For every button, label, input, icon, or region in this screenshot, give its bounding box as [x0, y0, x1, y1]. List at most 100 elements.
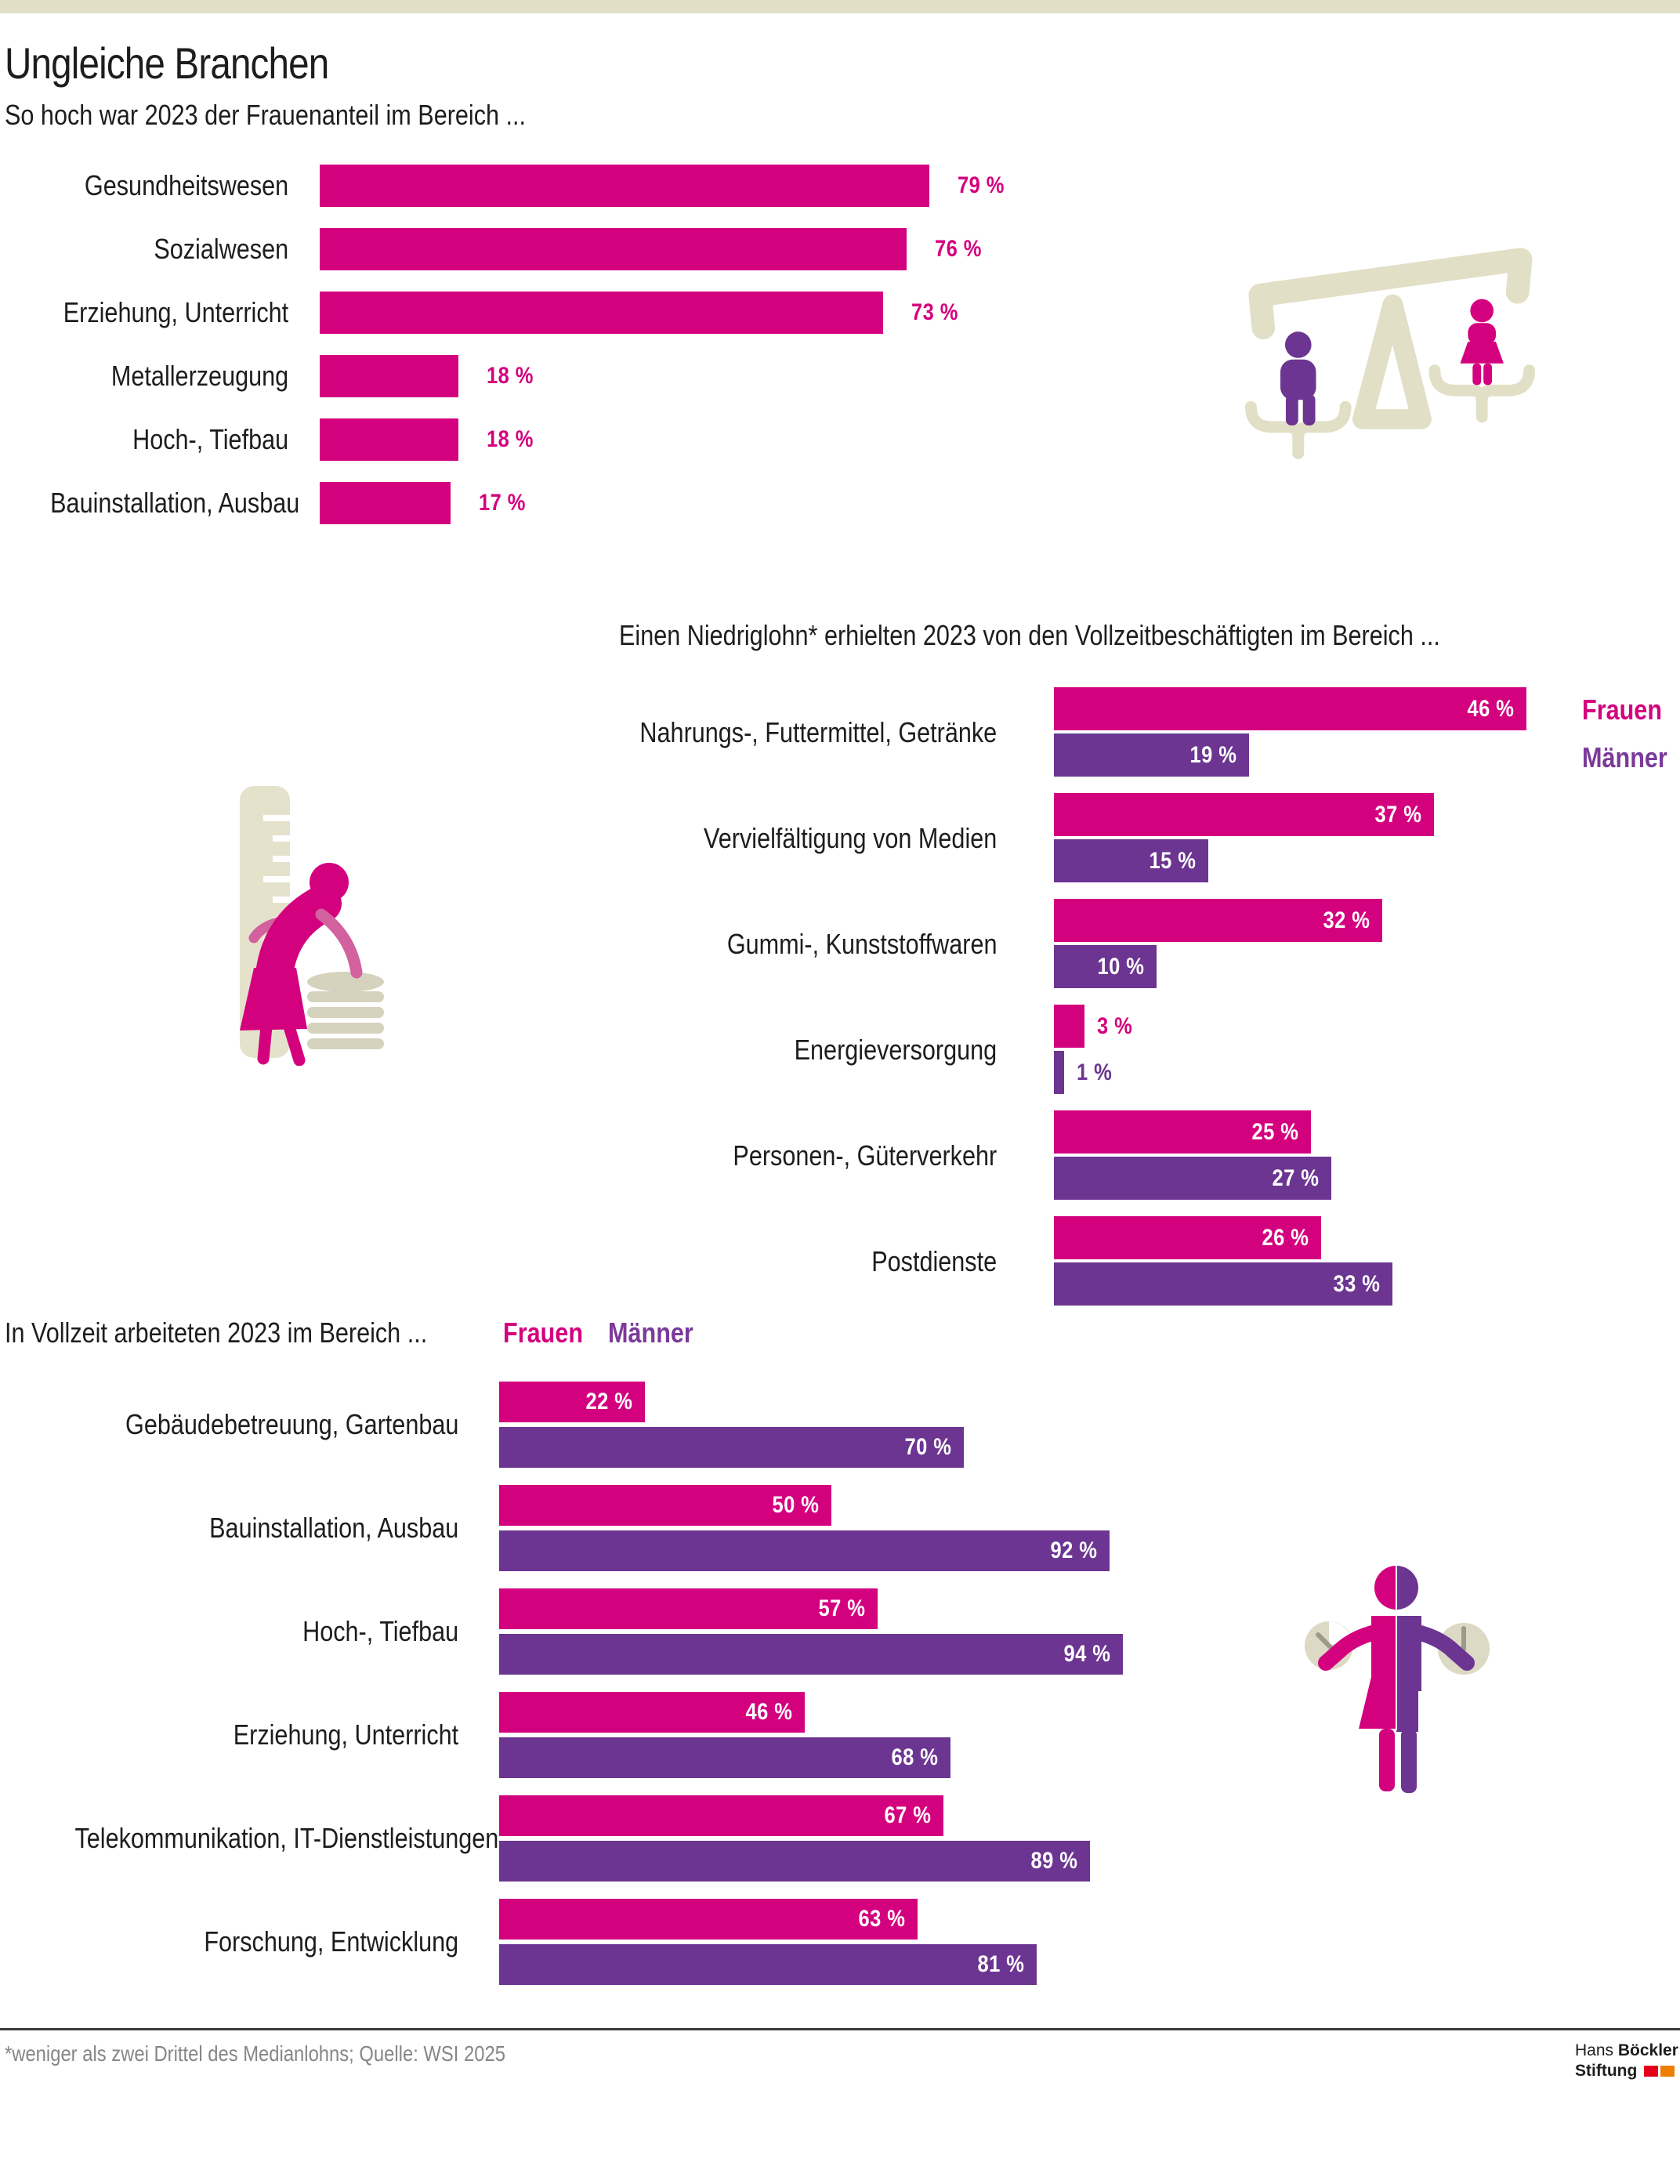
text: 22 % — [585, 1389, 632, 1414]
bar-value: 18 % — [487, 355, 541, 397]
text: 3 % — [1097, 1013, 1133, 1039]
bar-maenner — [499, 1634, 1123, 1675]
bar-frauen — [1054, 1005, 1084, 1048]
bar-value: 68 % — [499, 1737, 938, 1778]
logo-stiftung: Stiftung — [1575, 2062, 1638, 2080]
bar-value: 19 % — [1054, 733, 1236, 777]
text: 26 % — [1262, 1225, 1309, 1251]
bar-maenner — [1054, 839, 1208, 882]
text: 27 % — [1272, 1165, 1319, 1191]
text: 94 % — [1063, 1641, 1110, 1667]
page-title: Ungleiche Branchen — [5, 38, 329, 88]
bar-value: 26 % — [1054, 1216, 1309, 1259]
bar-value: 73 % — [911, 292, 966, 334]
legend-frauen: Frauen — [1582, 694, 1663, 726]
text: Forschung, Entwicklung — [204, 1925, 458, 1958]
bar-label: Gummi-, Kunststoffwaren — [549, 922, 997, 965]
text: 81 % — [977, 1951, 1024, 1977]
bar-label: Gebäudebetreuung, Gartenbau — [0, 1404, 458, 1445]
legend-frauen-bottom: Frauen — [503, 1317, 584, 1349]
bar-value: 92 % — [499, 1530, 1097, 1571]
bar-maenner — [499, 1530, 1110, 1571]
bar-value: 81 % — [499, 1944, 1024, 1985]
footer-divider — [0, 2028, 1680, 2030]
ruler-coins-icon — [205, 780, 401, 1067]
bar-value: 33 % — [1054, 1262, 1380, 1306]
text: Telekommunikation, IT-Dienstleistungen — [74, 1822, 499, 1854]
bar-frauen — [320, 355, 458, 397]
text: Hoch-, Tiefbau — [132, 423, 288, 455]
bar-value: 50 % — [499, 1485, 819, 1526]
text: 18 % — [487, 426, 534, 452]
bar-frauen — [320, 228, 907, 270]
bar-label: Hoch-, Tiefbau — [6, 418, 288, 461]
bar-label: Postdienste — [549, 1240, 997, 1283]
bar-frauen — [499, 1588, 878, 1629]
text: 89 % — [1030, 1848, 1077, 1874]
bar-frauen — [499, 1795, 943, 1836]
text: 79 % — [958, 172, 1005, 198]
text: Hoch-, Tiefbau — [302, 1615, 458, 1647]
footnote: *weniger als zwei Drittel des Medianlohn… — [5, 2041, 505, 2066]
bar-frauen — [320, 482, 451, 524]
bar-maenner — [1054, 1157, 1331, 1200]
text: 68 % — [891, 1744, 938, 1770]
bar-frauen — [499, 1692, 805, 1733]
bar-value: 94 % — [499, 1634, 1110, 1675]
bar-frauen — [320, 418, 458, 461]
bar-label: Gesundheitswesen — [6, 165, 288, 207]
top-accent-band — [0, 0, 1680, 13]
text: 33 % — [1333, 1271, 1380, 1297]
text: 15 % — [1149, 848, 1196, 874]
logo-hans: Hans — [1575, 2041, 1614, 2059]
text: Nahrungs-, Futtermittel, Getränke — [639, 716, 997, 748]
balance-scale-icon — [1211, 226, 1567, 461]
text: 70 % — [904, 1434, 951, 1460]
bar-value: 79 % — [958, 165, 1012, 207]
text: Metallerzeugung — [110, 360, 288, 392]
text: 57 % — [818, 1595, 865, 1621]
bar-maenner — [1054, 733, 1249, 777]
text: 92 % — [1050, 1537, 1097, 1563]
bar-value: 27 % — [1054, 1157, 1319, 1200]
text: Vervielfältigung von Medien — [703, 822, 997, 854]
bar-label: Forschung, Entwicklung — [0, 1921, 458, 1962]
bar-value: 89 % — [499, 1841, 1077, 1882]
text: 73 % — [911, 299, 958, 325]
bar-label: Nahrungs-, Futtermittel, Getränke — [549, 711, 997, 754]
bar-frauen — [320, 292, 883, 334]
bar-label: Hoch-, Tiefbau — [0, 1611, 458, 1652]
bar-frauen — [1054, 899, 1382, 942]
split-gender-clocks-icon — [1263, 1545, 1530, 1804]
text: Erziehung, Unterricht — [63, 296, 288, 328]
bar-value: 3 % — [1097, 1005, 1139, 1048]
hans-boeckler-stiftung-logo: Hans Böckler Stiftung — [1575, 2041, 1678, 2081]
bar-frauen — [320, 165, 929, 207]
logo-orange-block — [1660, 2066, 1675, 2077]
bar-label: Telekommunikation, IT-Dienstleistungen — [0, 1818, 498, 1859]
bar-value: 67 % — [499, 1795, 931, 1836]
text: Personen-, Güterverkehr — [733, 1139, 997, 1172]
bar-value: 25 % — [1054, 1110, 1298, 1154]
text: 10 % — [1097, 954, 1144, 980]
chart3-heading: In Vollzeit arbeiteten 2023 im Bereich .… — [5, 1317, 428, 1349]
bar-frauen — [499, 1485, 831, 1526]
text: Gebäudebetreuung, Gartenbau — [125, 1408, 458, 1440]
bar-label: Bauinstallation, Ausbau — [0, 1508, 458, 1548]
legend-maenner: Männer — [1582, 741, 1667, 773]
text: 25 % — [1251, 1119, 1298, 1145]
bar-maenner — [499, 1427, 964, 1468]
bar-frauen — [499, 1899, 918, 1940]
text: 46 % — [745, 1699, 792, 1725]
bar-maenner — [499, 1737, 950, 1778]
logo-boeckler: Böckler — [1617, 2041, 1678, 2059]
bar-label: Energieversorgung — [549, 1028, 997, 1071]
bar-label: Erziehung, Unterricht — [6, 292, 288, 334]
logo-line2: Stiftung — [1575, 2061, 1678, 2081]
text: 46 % — [1467, 696, 1514, 722]
bar-value: 17 % — [479, 482, 534, 524]
bar-value: 10 % — [1054, 945, 1144, 988]
text: Sozialwesen — [154, 233, 288, 265]
bar-value: 32 % — [1054, 899, 1370, 942]
